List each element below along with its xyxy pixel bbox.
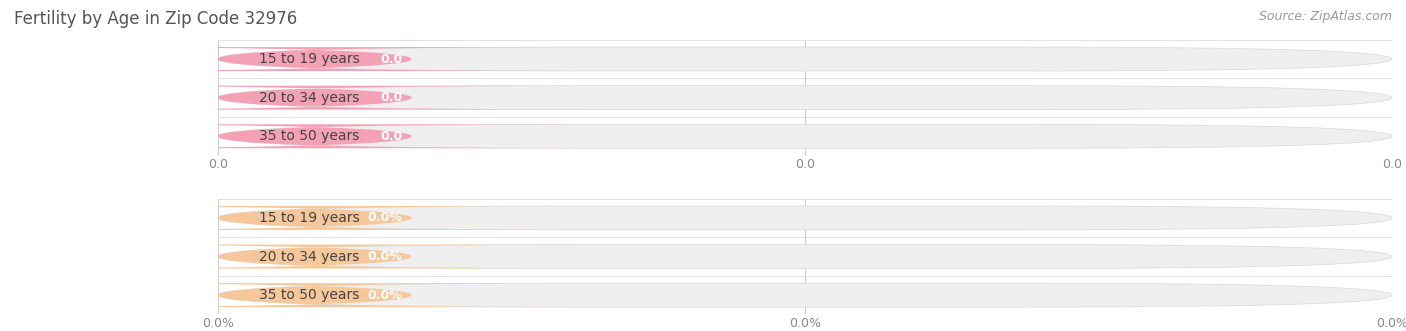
FancyBboxPatch shape [48,206,582,230]
FancyBboxPatch shape [218,86,1392,110]
FancyBboxPatch shape [218,283,1392,307]
Text: 0.0%: 0.0% [367,212,402,224]
FancyBboxPatch shape [218,206,1392,230]
Text: 0.0%: 0.0% [367,289,402,302]
Text: 20 to 34 years: 20 to 34 years [259,91,360,105]
Text: 20 to 34 years: 20 to 34 years [259,250,360,263]
FancyBboxPatch shape [218,124,1392,148]
FancyBboxPatch shape [48,283,582,307]
Text: 15 to 19 years: 15 to 19 years [259,211,360,225]
Text: 0.0%: 0.0% [367,250,402,263]
Text: Fertility by Age in Zip Code 32976: Fertility by Age in Zip Code 32976 [14,10,297,28]
FancyBboxPatch shape [218,47,1392,71]
Text: 0.0: 0.0 [380,91,402,104]
Text: Source: ZipAtlas.com: Source: ZipAtlas.com [1258,10,1392,23]
FancyBboxPatch shape [48,86,582,110]
FancyBboxPatch shape [48,245,582,268]
Text: 15 to 19 years: 15 to 19 years [259,52,360,66]
Text: 0.0: 0.0 [380,130,402,143]
FancyBboxPatch shape [218,245,1392,268]
FancyBboxPatch shape [48,47,582,71]
Text: 35 to 50 years: 35 to 50 years [259,129,360,143]
Text: 35 to 50 years: 35 to 50 years [259,288,360,302]
Text: 0.0: 0.0 [380,53,402,66]
FancyBboxPatch shape [48,124,582,148]
